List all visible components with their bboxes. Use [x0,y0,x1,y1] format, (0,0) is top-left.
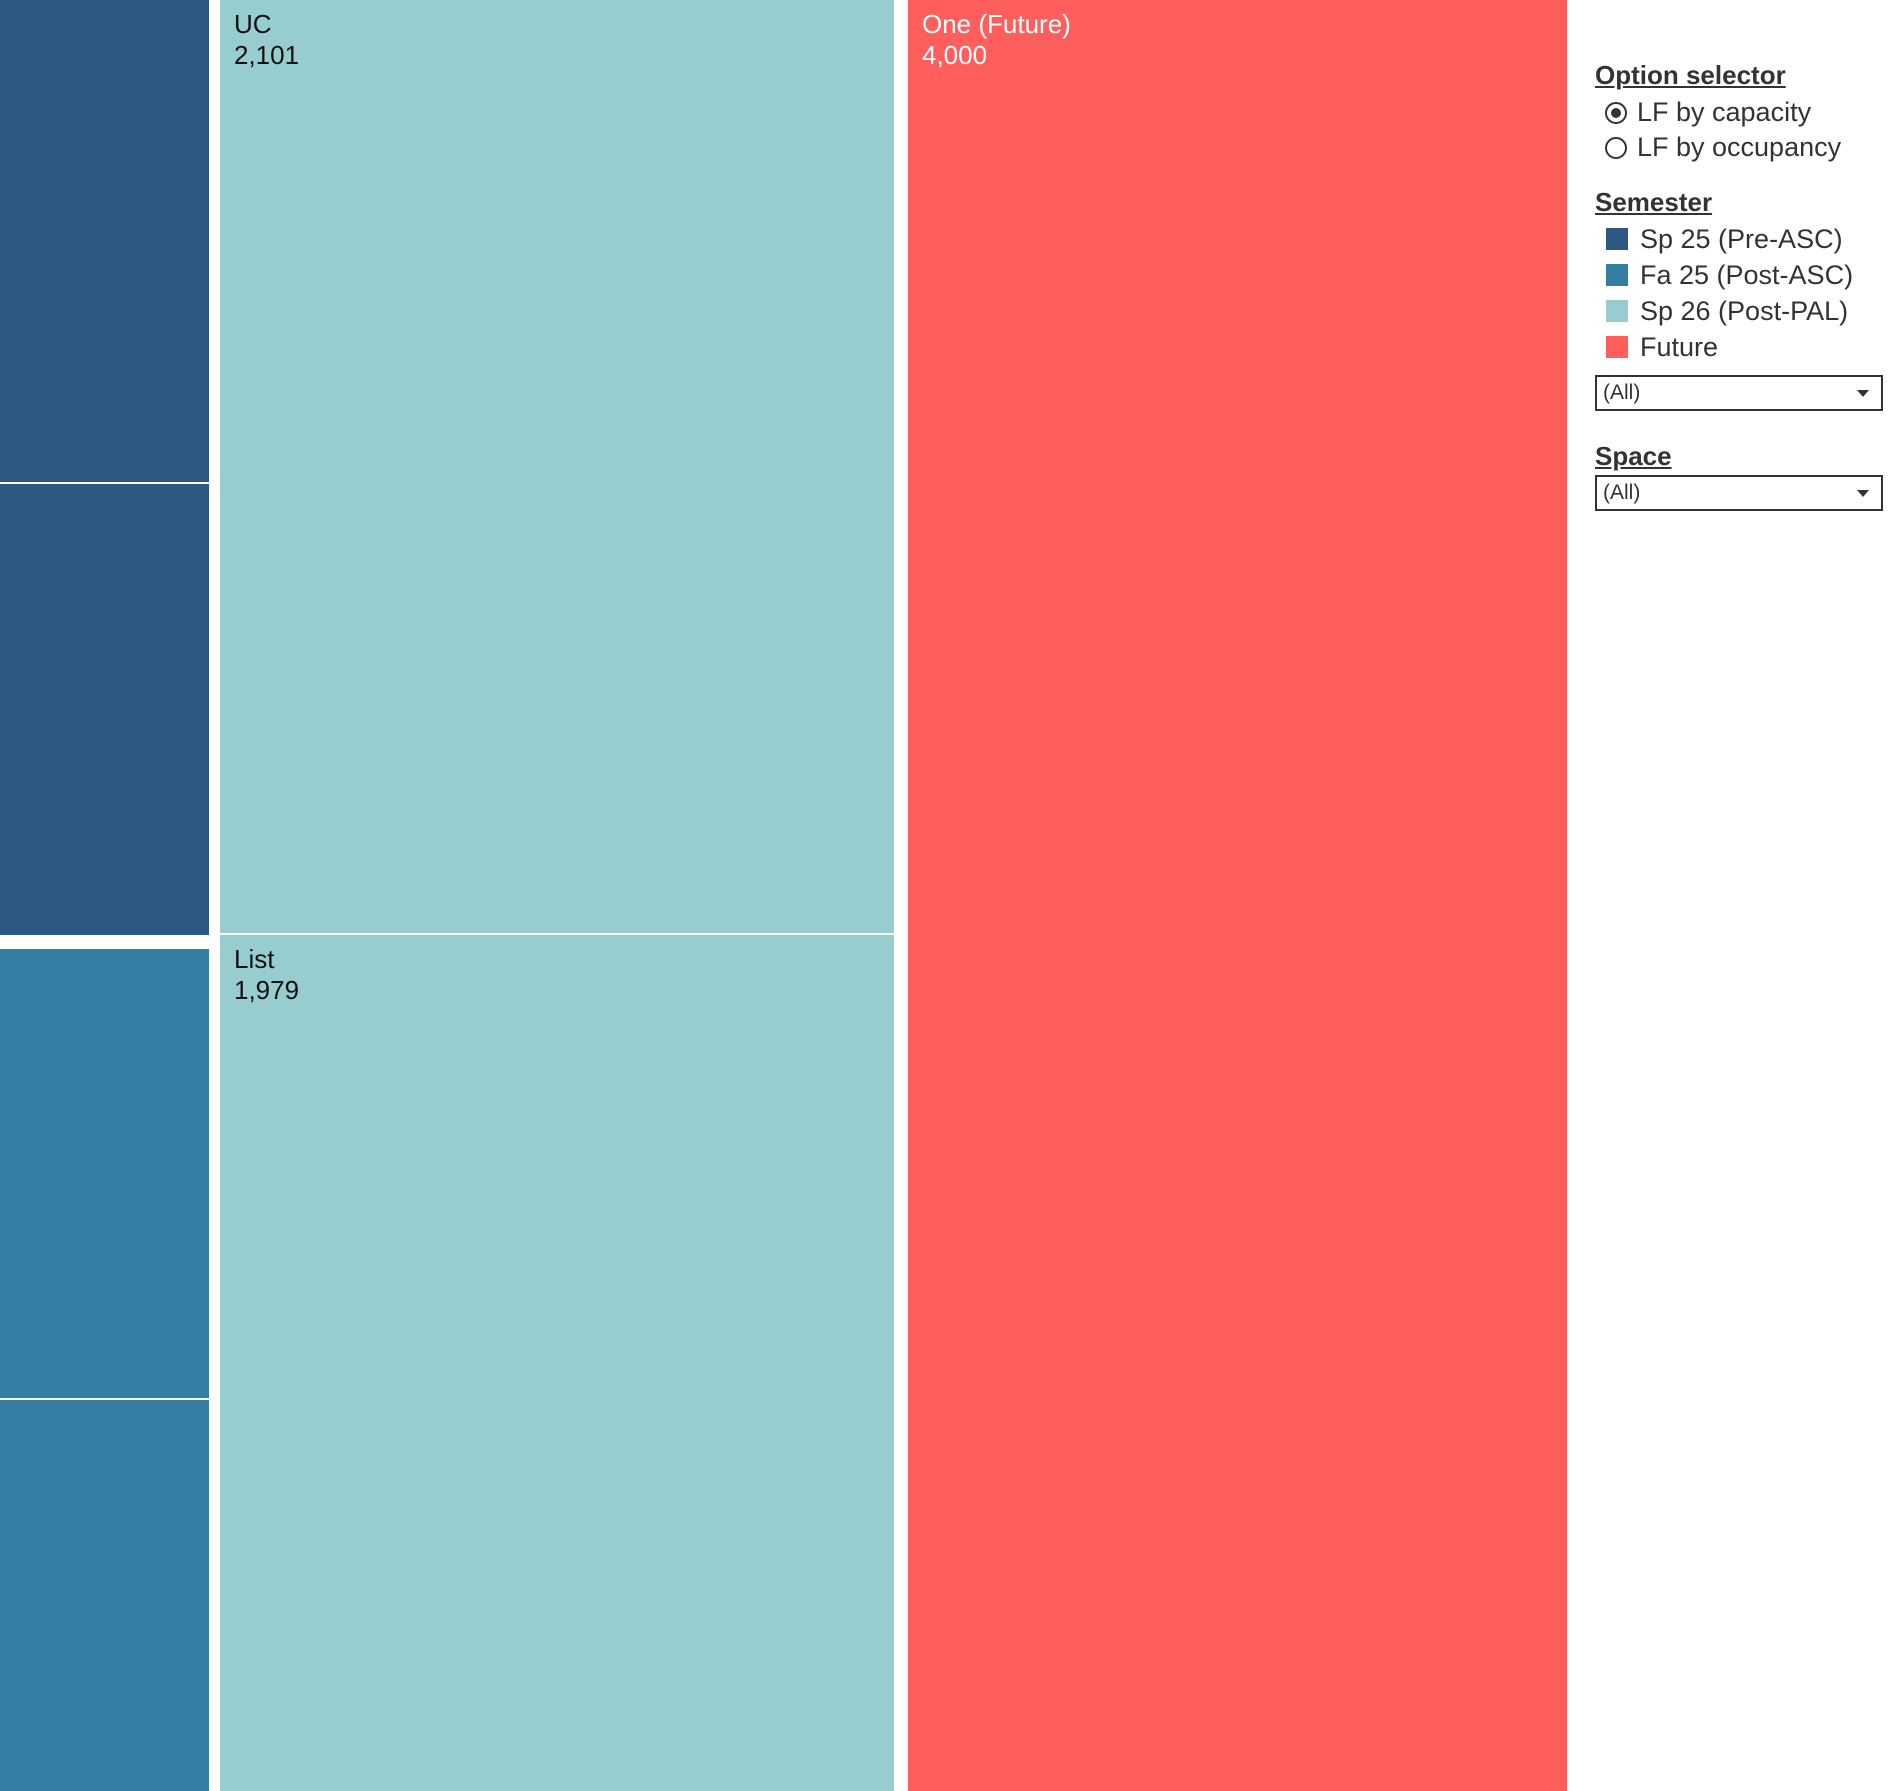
radio-option-label: LF by occupancy [1637,132,1842,162]
tile-name-label: UC [234,9,272,39]
treemap-tile[interactable] [908,0,1567,1791]
treemap-tile[interactable] [0,484,209,935]
chevron-down-icon [1857,489,1869,497]
radio-button-icon [1605,101,1627,124]
space-dropdown-value: (All) [1603,481,1641,504]
tile-name-label: One (Future) [922,9,1071,39]
radio-option-lf-by-occupancy[interactable]: LF by occupancy [1595,130,1895,165]
semester-legend: Sp 25 (Pre-ASC) Fa 25 (Post-ASC) Sp 26 (Po… [1595,221,1895,365]
chevron-down-icon [1857,389,1869,397]
legend-label: Future [1640,331,1719,362]
space-dropdown[interactable]: (All) [1595,475,1883,511]
treemap-tile[interactable] [0,949,209,1398]
semester-dropdown-value: (All) [1603,381,1641,404]
option-selector-title: Option selector [1595,60,1786,90]
legend-swatch [1606,264,1628,286]
treemap-tile[interactable] [0,1400,209,1791]
treemap-tile[interactable] [0,0,209,482]
tile-name-label: List [234,944,275,974]
radio-option-lf-by-capacity[interactable]: LF by capacity [1595,95,1895,130]
semester-dropdown[interactable]: (All) [1595,375,1883,411]
legend-label: Sp 25 (Pre-ASC) [1640,223,1843,254]
legend-swatch [1606,336,1628,358]
legend-item[interactable]: Sp 25 (Pre-ASC) [1595,221,1895,257]
radio-button-icon [1605,136,1627,159]
tile-value-label: 1,979 [234,975,299,1005]
legend-item[interactable]: Fa 25 (Post-ASC) [1595,257,1895,293]
legend-swatch [1606,300,1628,322]
tile-value-label: 4,000 [922,40,987,70]
filter-panel: Option selector LF by capacity LF by occ… [1595,60,1895,511]
legend-swatch [1606,228,1628,250]
treemap-tile[interactable] [220,0,894,933]
tile-value-label: 2,101 [234,40,299,70]
radio-option-label: LF by capacity [1637,97,1812,127]
legend-item[interactable]: Sp 26 (Post-PAL) [1595,293,1895,329]
semester-legend-title: Semester [1595,187,1713,217]
legend-item[interactable]: Future [1595,329,1895,365]
space-filter-title: Space [1595,441,1672,471]
treemap-tile[interactable] [220,935,894,1791]
legend-label: Fa 25 (Post-ASC) [1640,259,1854,290]
legend-label: Sp 26 (Post-PAL) [1640,295,1849,326]
